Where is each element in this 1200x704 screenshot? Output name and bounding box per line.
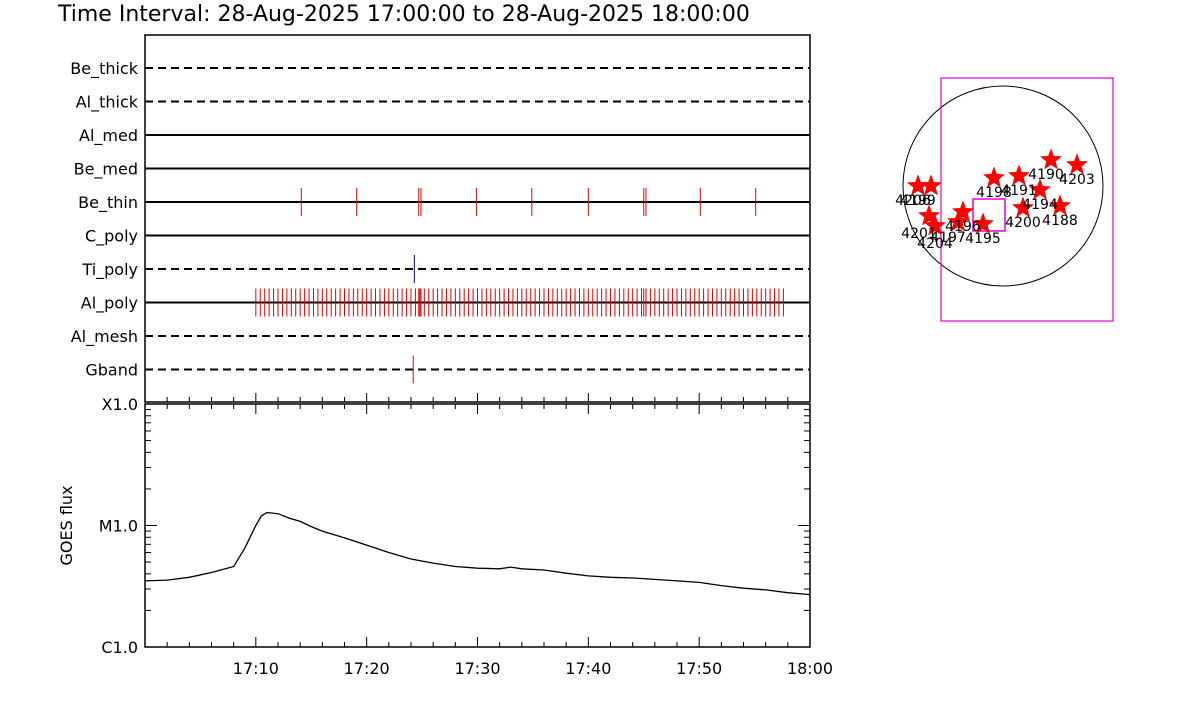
channel-label-be_thick: Be_thick <box>70 59 138 79</box>
timeline-panel: Be_thick Al_thick Al_med Be_med Be_thin C_pol… <box>70 34 811 403</box>
channel-label-be_med: Be_med <box>74 160 138 180</box>
ar-star-4196 <box>951 200 975 222</box>
ar-star-4201 <box>917 204 941 226</box>
ar-label-4188: 4188 <box>1042 213 1078 229</box>
goes-frame <box>144 403 811 648</box>
time-tick-label: 17:50 <box>676 659 722 678</box>
ar-label-4201: 4201 <box>901 226 937 242</box>
channel-label-ti_poly: Ti_poly <box>81 260 138 280</box>
ar-star-4191 <box>1007 164 1031 186</box>
ar-star-4195 <box>971 212 995 234</box>
ar-label-4204: 4204 <box>917 236 953 252</box>
channel-label-c_poly: C_poly <box>85 227 138 247</box>
channel-label-gband: Gband <box>85 361 138 380</box>
ar-star-4206 <box>919 174 943 196</box>
goes-ytick-label: M1.0 <box>99 517 138 536</box>
goes-ylabel: GOES flux <box>57 485 76 565</box>
ar-label-4199: 4199 <box>900 193 936 209</box>
ar-label-4206: 4206 <box>895 193 931 209</box>
solar-disk <box>902 85 1104 287</box>
channel-label-al_med: Al_med <box>79 126 138 146</box>
ar-star-4200 <box>1011 196 1035 218</box>
ar-label-4196: 4196 <box>945 219 981 235</box>
ar-label-4190: 4190 <box>1028 167 1064 183</box>
ar-label-4198: 4198 <box>976 185 1012 201</box>
time-tick-label: 17:40 <box>565 659 611 678</box>
ar-star-4203 <box>1065 153 1089 175</box>
channel-label-al_mesh: Al_mesh <box>71 327 138 347</box>
channel-label-al_poly: Al_poly <box>81 294 138 314</box>
ar-label-4191: 4191 <box>1001 183 1037 199</box>
figure-title: Time Interval: 28-Aug-2025 17:00:00 to 2… <box>58 2 750 27</box>
goes-flux-line <box>144 511 811 596</box>
ar-star-4188 <box>1048 194 1072 216</box>
ar-star-4190 <box>1039 148 1063 170</box>
ar-star-4204 <box>923 214 947 236</box>
ar-label-4195: 4195 <box>965 231 1001 247</box>
ar-label-4203: 4203 <box>1059 172 1095 188</box>
timeline-frame <box>144 34 811 403</box>
channel-label-al_thick: Al_thick <box>76 93 139 113</box>
ar-label-4197: 4197 <box>930 230 966 246</box>
ar-star-4198 <box>982 166 1006 188</box>
goes-flux-panel: C1.0 M1.0 X1.0 GOES flux 17:10 17:20 17:30 17:4… <box>57 395 833 678</box>
channel-label-be_thin: Be_thin <box>78 193 138 213</box>
ar-label-4194: 4194 <box>1022 197 1058 213</box>
ar-label-4200: 4200 <box>1005 215 1041 231</box>
goes-ytick-label: C1.0 <box>101 638 138 657</box>
time-tick-label: 17:20 <box>344 659 390 678</box>
time-tick-label: 17:30 <box>454 659 500 678</box>
ar-star-4194 <box>1028 178 1052 200</box>
goes-ytick-label: X1.0 <box>102 395 138 414</box>
ar-star-4197 <box>946 210 970 232</box>
time-tick-label: 18:00 <box>787 659 833 678</box>
outer-fov-box <box>940 77 1114 322</box>
time-tick-label: 17:10 <box>233 659 279 678</box>
